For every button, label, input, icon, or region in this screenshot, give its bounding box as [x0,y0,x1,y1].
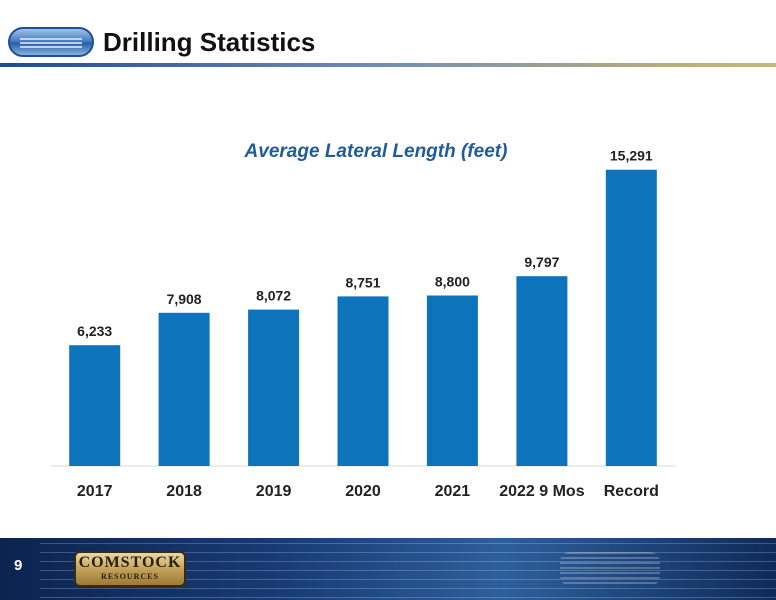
bar-2020 [337,296,389,466]
x-tick-label: 2020 [345,483,381,500]
chart-title: Average Lateral Length (feet) [244,141,508,162]
bar-2019 [248,309,300,466]
data-label: 15,291 [610,148,653,164]
data-label: 7,908 [167,291,202,307]
comstock-logo: COMSTOCK RESOURCES [74,551,186,587]
bar-2022-9-mos [516,276,568,466]
footer-watermark-icon [560,552,660,586]
bar-2021 [426,295,478,466]
bar-chart: Average Lateral Length (feet) 6,233 7,908… [50,141,676,500]
data-label: 8,072 [256,288,291,304]
data-label: 8,751 [345,274,380,290]
page-number: 9 [14,557,23,574]
data-label: 9,797 [524,254,559,270]
data-label: 8,800 [435,274,470,290]
x-tick-label: Record [604,483,659,500]
chart-area: Average Lateral Length (feet) 6,233 7,908… [0,120,776,520]
data-label: 6,233 [77,323,112,339]
logo-line-1: COMSTOCK [78,554,182,571]
bar-2018 [158,312,210,466]
logo-line-2: RESOURCES [101,572,159,581]
bar-record [605,169,657,466]
x-tick-label: 2019 [256,483,292,500]
x-tick-label: 2017 [77,483,113,500]
x-tick-label: 2021 [435,483,471,500]
page-title: Drilling Statistics [103,27,316,57]
slide-footer: 9 COMSTOCK RESOURCES [0,538,776,600]
x-tick-label: 2022 9 Mos [499,483,584,500]
x-tick-label: 2018 [166,483,202,500]
crk-logo-icon [8,27,94,57]
bar-2017 [69,345,121,466]
slide-header: Drilling Statistics [0,0,776,70]
header-divider [0,63,776,67]
